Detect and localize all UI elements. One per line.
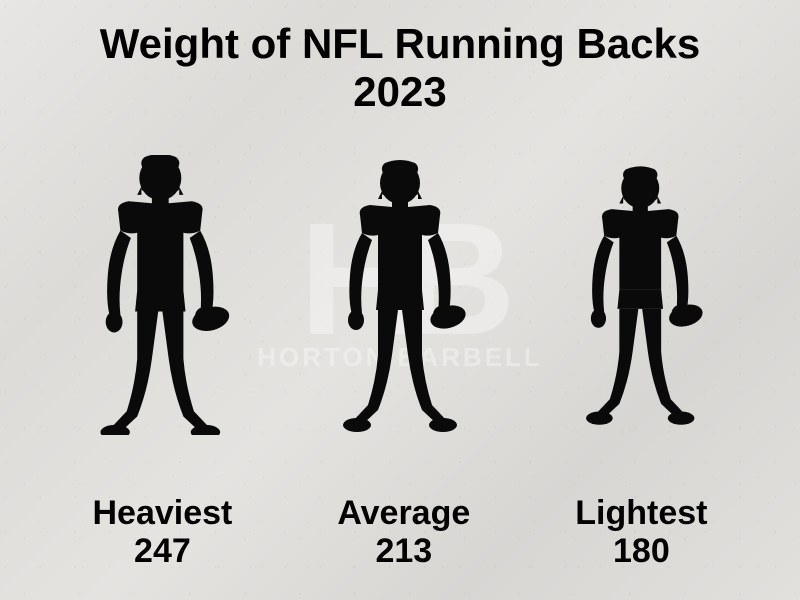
stat-value: 213 (337, 533, 470, 570)
title-line-2: 2023 (0, 68, 800, 116)
player-silhouette-icon (310, 155, 490, 435)
stat-average: Average 213 (337, 495, 470, 570)
title-line-1: Weight of NFL Running Backs (0, 20, 800, 68)
stat-value: 247 (92, 533, 232, 570)
player-silhouette-icon (70, 155, 250, 435)
stat-value: 180 (575, 533, 707, 570)
labels-row: Heaviest 247 Average 213 Lightest 180 (0, 495, 800, 570)
player-lightest (550, 155, 730, 435)
players-row (0, 155, 800, 435)
stat-label: Average (337, 495, 470, 532)
stat-label: Lightest (575, 495, 707, 532)
player-average (310, 155, 490, 435)
stat-lightest: Lightest 180 (575, 495, 707, 570)
player-heaviest (70, 155, 250, 435)
page-title: Weight of NFL Running Backs 2023 (0, 20, 800, 117)
player-silhouette-icon (550, 155, 730, 435)
stat-label: Heaviest (92, 495, 232, 532)
stat-heaviest: Heaviest 247 (92, 495, 232, 570)
